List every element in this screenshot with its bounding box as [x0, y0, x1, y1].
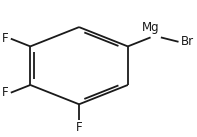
Text: F: F: [2, 86, 9, 99]
Text: Br: Br: [180, 35, 193, 48]
Text: F: F: [76, 121, 82, 134]
Text: Mg: Mg: [142, 21, 159, 34]
Text: F: F: [2, 32, 9, 45]
